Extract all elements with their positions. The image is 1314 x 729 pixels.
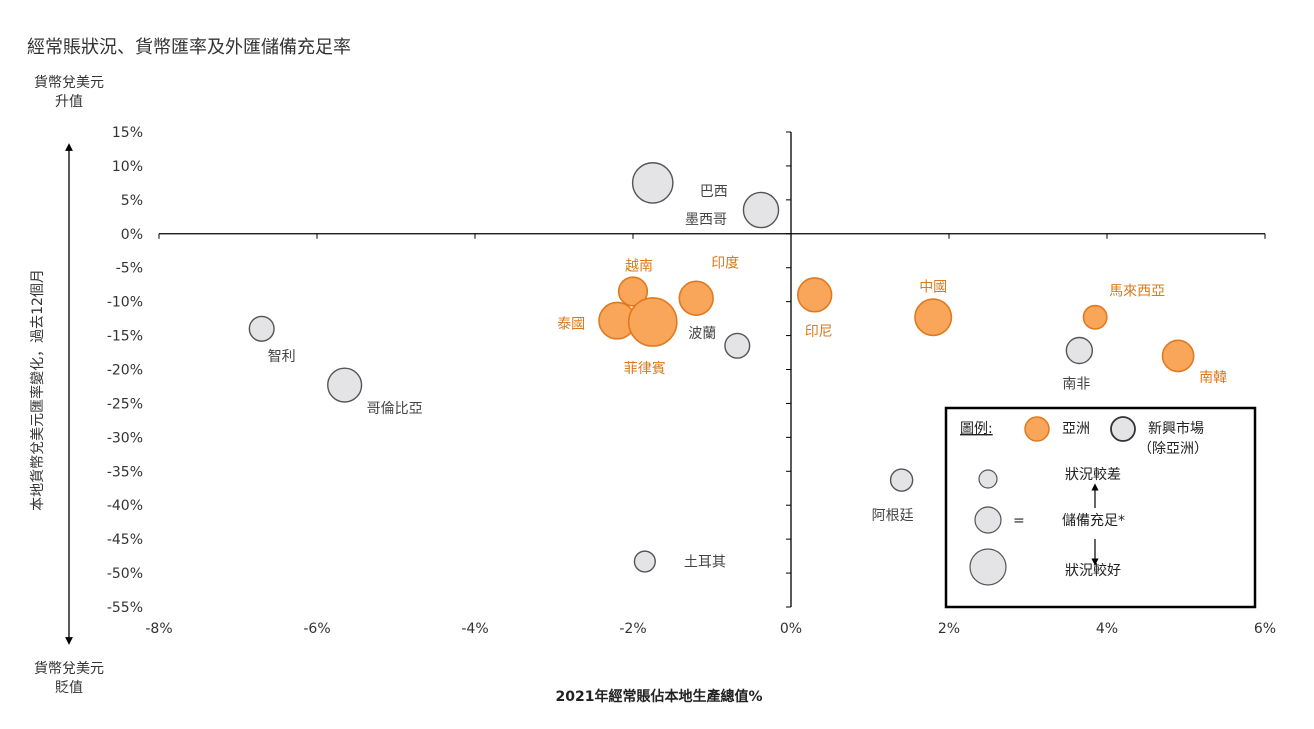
legend-size-medium xyxy=(974,506,1002,534)
x-tick-label: -6% xyxy=(303,621,330,637)
y-tick-label: -20% xyxy=(107,363,143,379)
bubble-asia xyxy=(1082,304,1108,330)
x-tick-label: 2% xyxy=(938,621,960,637)
legend-size-large xyxy=(969,548,1007,586)
y-top-note-line1: 貨幣兌美元 xyxy=(34,74,104,91)
point-label: 馬來西亞 xyxy=(1109,283,1165,299)
point-label: 南非 xyxy=(1062,377,1090,393)
bubble-asia xyxy=(617,276,649,307)
point-label: 印尼 xyxy=(805,324,833,340)
legend-asia-swatch xyxy=(1024,416,1050,442)
point-label: 阿根廷 xyxy=(872,508,914,524)
y-bottom-note-line1: 貨幣兌美元 xyxy=(34,660,104,677)
y-tick-label: 10% xyxy=(112,159,143,175)
bubbles xyxy=(248,162,1195,573)
point-label: 土耳其 xyxy=(684,555,726,571)
bubble-asia xyxy=(627,297,678,347)
legend-title: 圖例: xyxy=(960,421,993,437)
bubble-em xyxy=(889,468,914,492)
point-label: 智利 xyxy=(268,349,296,365)
legend-asia-label: 亞洲 xyxy=(1062,421,1090,437)
y-tick-label: -40% xyxy=(107,498,143,514)
y-tick-label: -35% xyxy=(107,464,143,480)
axes: 15% 10% 5% 0% -5% -10% -15% -20% -25% -30% -35% -40… xyxy=(107,125,1276,637)
point-label: 哥倫比亞 xyxy=(367,401,423,417)
bubble-em xyxy=(724,332,751,359)
legend-better: 狀況較好 xyxy=(1065,563,1121,579)
y-tick-label: -25% xyxy=(107,396,143,412)
x-tick-label: 0% xyxy=(780,621,802,637)
bubble-asia xyxy=(1161,339,1195,373)
bubble-em xyxy=(1065,336,1094,365)
y-tick-label: -45% xyxy=(107,532,143,548)
legend-size-small xyxy=(978,469,998,489)
point-label: 墨西哥 xyxy=(685,212,727,228)
bubble-asia xyxy=(914,298,953,337)
y-tick-label: -50% xyxy=(107,566,143,582)
legend-worse: 狀況較差 xyxy=(1065,467,1121,483)
point-label: 南韓 xyxy=(1199,370,1227,386)
x-tick-label: 6% xyxy=(1254,621,1276,637)
y-tick-label: 0% xyxy=(121,227,143,243)
bubble-asia xyxy=(678,280,714,316)
y-tick-label: -15% xyxy=(107,329,143,345)
bubble-asia xyxy=(796,277,833,313)
point-label: 巴西 xyxy=(700,184,728,200)
bubble-em xyxy=(633,550,656,573)
point-label: 中國 xyxy=(919,279,947,295)
x-tick-label: -2% xyxy=(619,621,646,637)
y-tick-label: 15% xyxy=(112,125,143,141)
point-label: 越南 xyxy=(625,258,653,274)
y-tick-label: -55% xyxy=(107,600,143,616)
y-axis-label: 本地貨幣兌美元匯率變化，過去12個月 xyxy=(29,269,46,511)
legend-em-label-line1: 新興市場 xyxy=(1148,420,1204,437)
y-bottom-note-line2: 貶值 xyxy=(55,680,83,696)
x-tick-label: 4% xyxy=(1096,621,1118,637)
bubble-em xyxy=(631,162,674,204)
legend-em-swatch xyxy=(1110,416,1136,442)
bubble-em xyxy=(327,367,363,403)
legend-reserve: 儲備充足* xyxy=(1062,513,1125,529)
bubble-em xyxy=(742,191,780,229)
point-label: 泰國 xyxy=(557,317,585,333)
chart-title: 經常賬狀況、貨幣匯率及外匯儲備充足率 xyxy=(27,37,351,58)
y-top-note-line2: 升值 xyxy=(55,94,83,110)
bubble-em xyxy=(248,315,275,342)
legend: 圖例: 亞洲 新興市場 （除亞洲） = 狀況較差 儲備充足* 狀況較好 xyxy=(944,406,1257,609)
x-tick-label: -8% xyxy=(145,621,172,637)
legend-equals: = xyxy=(1013,513,1025,529)
y-tick-label: -30% xyxy=(107,430,143,446)
point-label: 波蘭 xyxy=(688,326,716,342)
y-tick-label: -5% xyxy=(116,261,143,277)
point-label: 印度 xyxy=(711,255,739,271)
x-tick-label: -4% xyxy=(461,621,488,637)
x-axis-label: 2021年經常賬佔本地生產總值% xyxy=(556,688,763,705)
legend-em-label-line2: （除亞洲） xyxy=(1138,441,1208,457)
point-label: 菲律賓 xyxy=(624,360,666,377)
y-tick-label: 5% xyxy=(121,193,143,209)
y-tick-label: -10% xyxy=(107,295,143,311)
